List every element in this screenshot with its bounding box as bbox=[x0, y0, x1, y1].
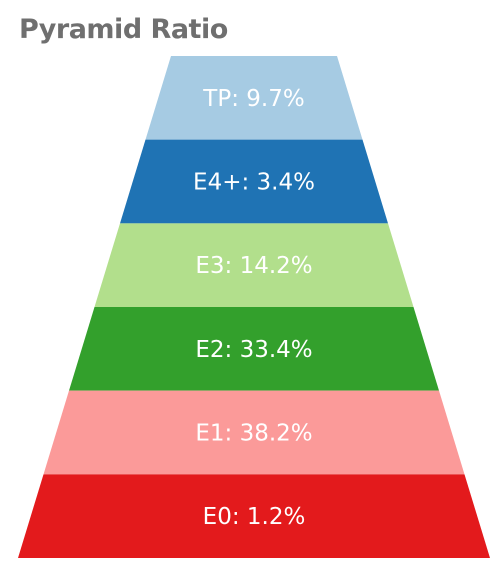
funnel-segment-e2 bbox=[69, 307, 439, 391]
funnel-segment-e3 bbox=[94, 223, 414, 307]
funnel-label-e0: E0: 1.2% bbox=[203, 504, 306, 530]
funnel-labels: TP: 9.7% E4+: 3.4% E3: 14.2% E2: 33.4% E1: 3… bbox=[193, 86, 315, 530]
funnel-segment-e1 bbox=[43, 390, 465, 475]
funnel-label-e1: E1: 38.2% bbox=[195, 421, 312, 447]
funnel-segment-e0 bbox=[18, 474, 490, 558]
funnel-segment-tp bbox=[145, 56, 363, 140]
funnel-segment-e4plus bbox=[120, 139, 388, 224]
chart-title: Pyramid Ratio bbox=[19, 14, 228, 45]
funnel-label-e4plus: E4+: 3.4% bbox=[193, 170, 315, 196]
funnel-label-e2: E2: 33.4% bbox=[195, 337, 312, 363]
funnel-segments bbox=[18, 56, 490, 558]
funnel-label-tp: TP: 9.7% bbox=[202, 86, 304, 112]
funnel-label-e3: E3: 14.2% bbox=[195, 253, 312, 279]
